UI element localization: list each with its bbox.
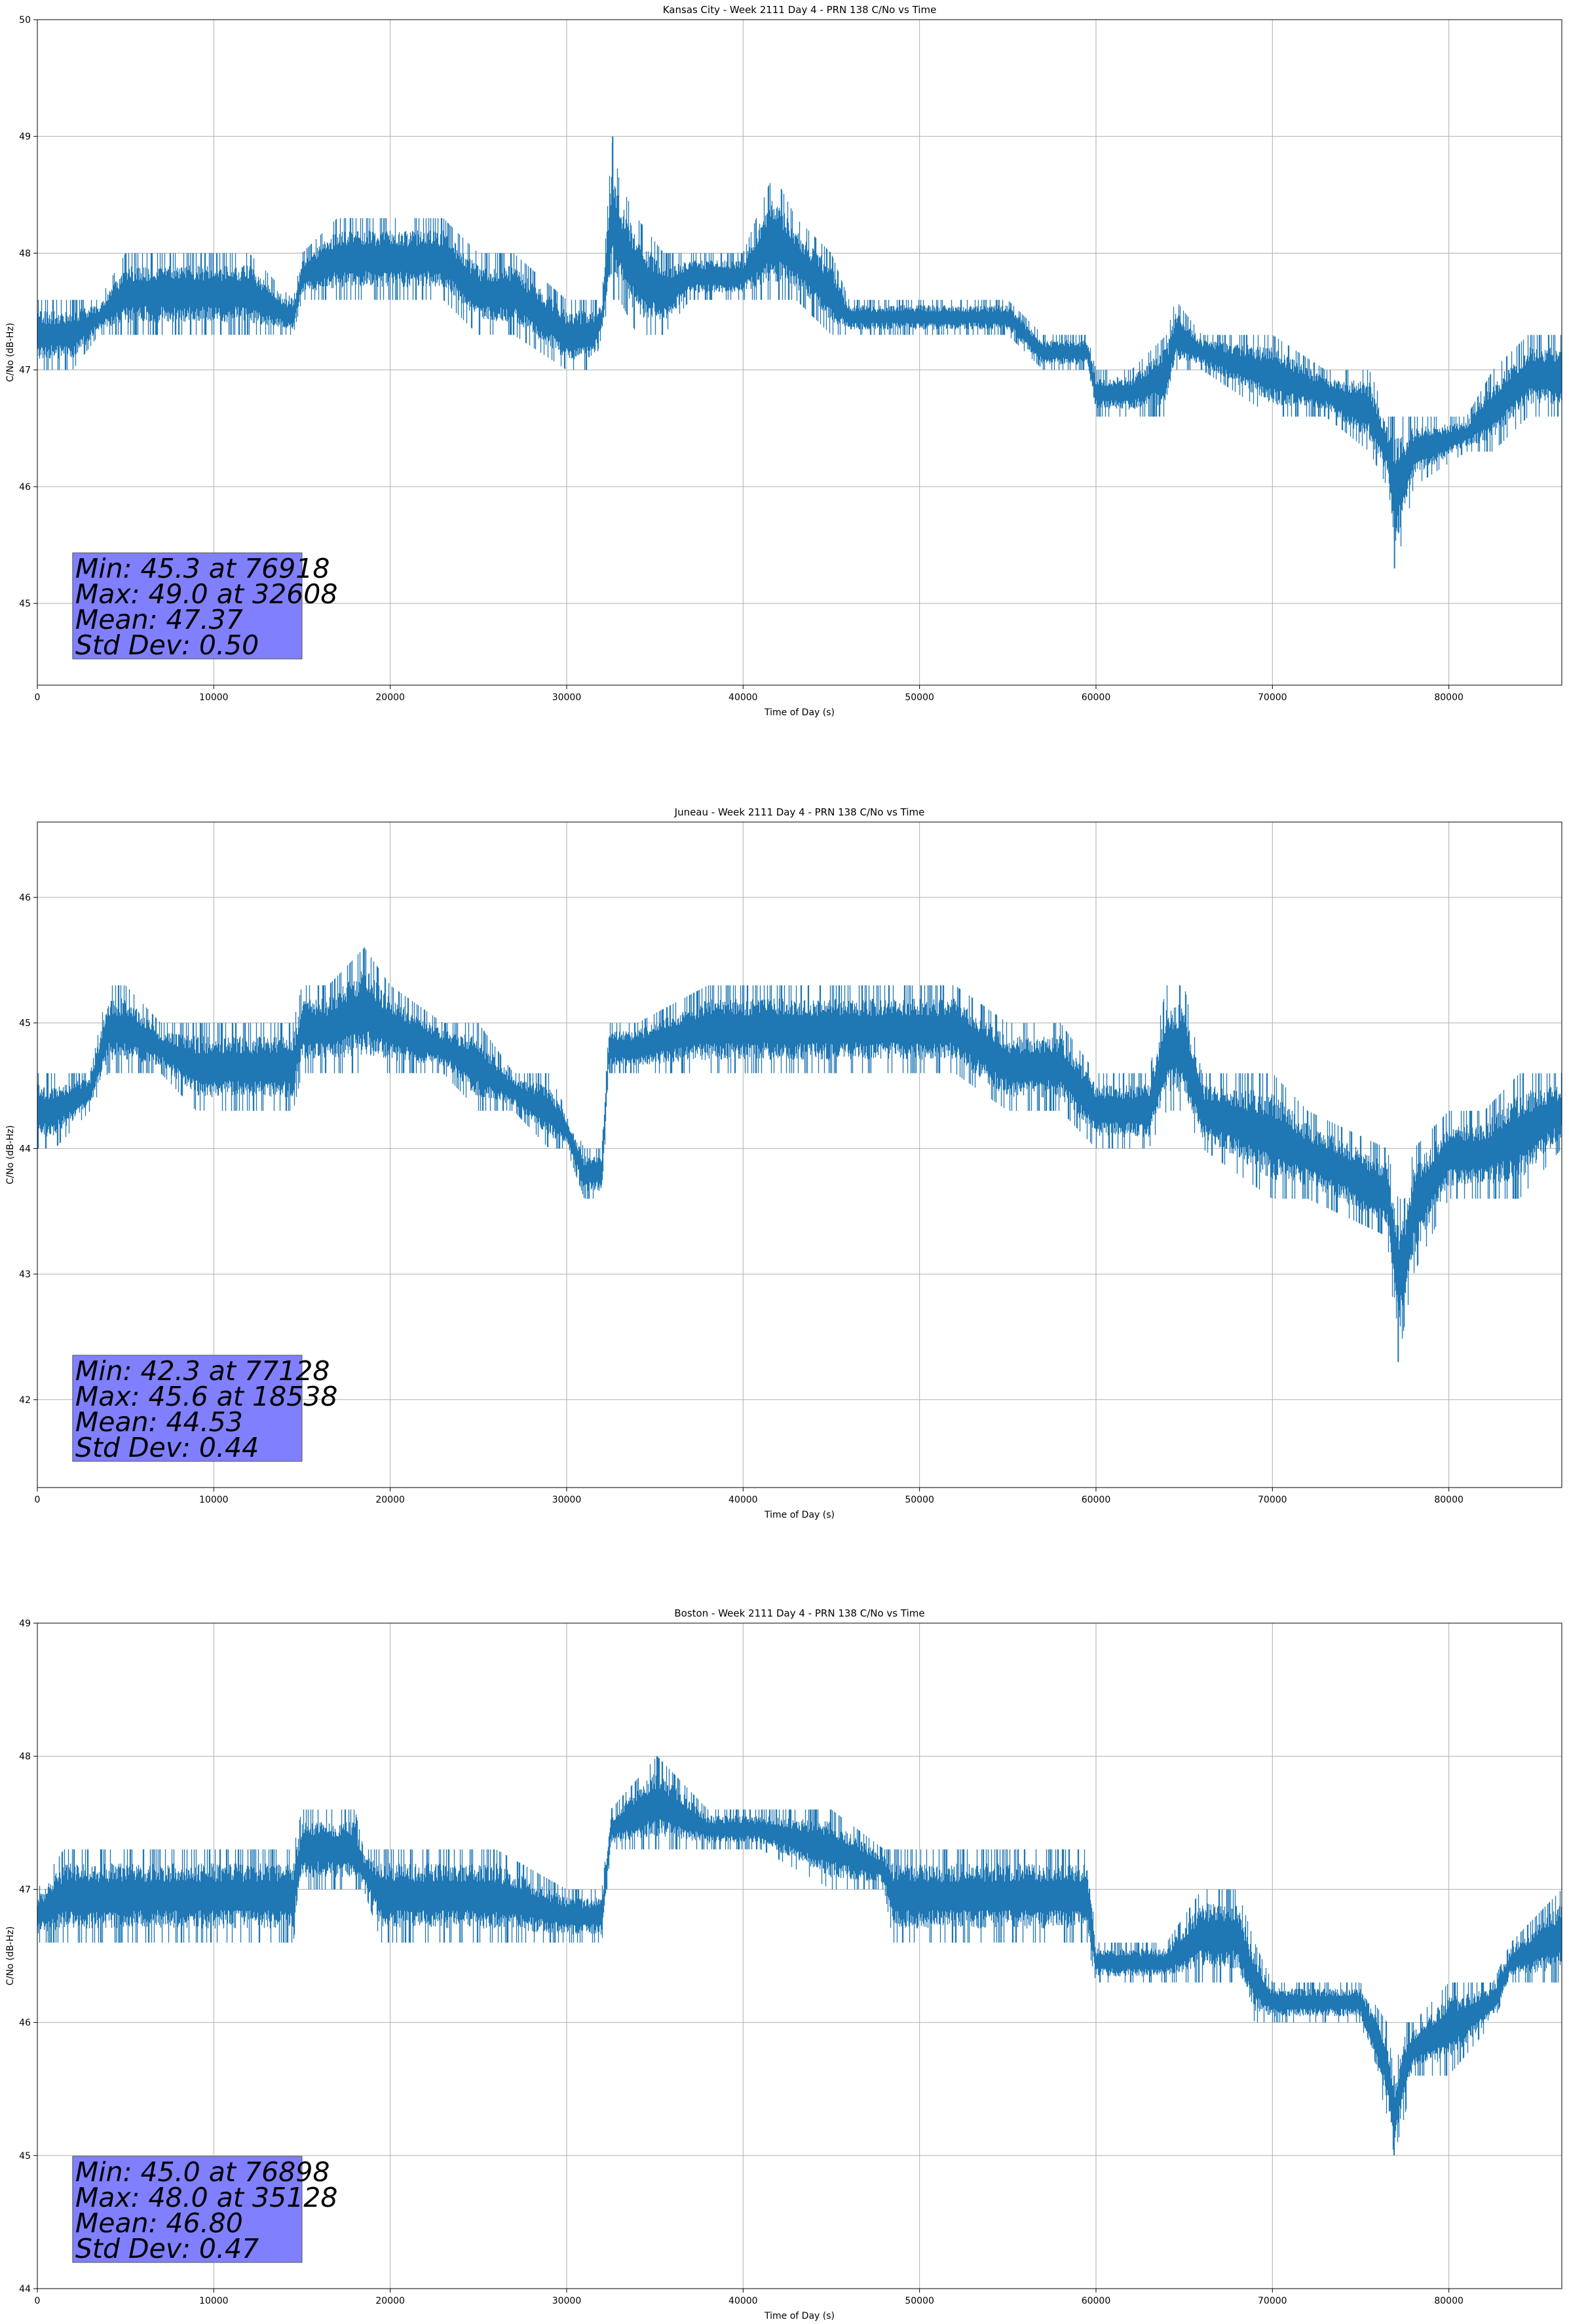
- stats-line: Std Dev: 0.50: [75, 629, 259, 661]
- x-tick-label: 30000: [552, 2296, 582, 2306]
- x-tick-label: 50000: [905, 1495, 934, 1505]
- axes-frame: [37, 1622, 1562, 2289]
- x-tick-label: 30000: [552, 692, 582, 703]
- x-tick-label: 0: [35, 2296, 41, 2306]
- x-tick-label: 80000: [1434, 1495, 1464, 1505]
- x-tick-label: 40000: [728, 1495, 758, 1505]
- y-tick-label: 42: [19, 1395, 31, 1406]
- x-tick-label: 40000: [728, 692, 758, 703]
- y-tick-label: 49: [19, 132, 31, 142]
- x-tick-label: 10000: [199, 692, 229, 703]
- cno-series-line: [37, 138, 1562, 547]
- x-tick-label: 10000: [199, 2296, 229, 2306]
- x-tick-label: 70000: [1258, 692, 1287, 703]
- x-tick-label: 70000: [1258, 1495, 1287, 1505]
- x-tick-label: 50000: [905, 2296, 934, 2306]
- y-tick-label: 46: [19, 482, 31, 493]
- stats-line: Min: 45.3 at 76918: [75, 553, 330, 584]
- stats-line: Max: 45.6 at 18538: [75, 1381, 338, 1412]
- stats-box: [72, 1355, 303, 1462]
- y-tick-label: 45: [19, 1019, 31, 1029]
- stats-line: Min: 42.3 at 77128: [75, 1355, 330, 1387]
- y-tick-label: 47: [19, 1884, 31, 1895]
- y-tick-label: 43: [19, 1269, 31, 1280]
- stats-line: Mean: 46.80: [75, 2207, 243, 2239]
- y-tick-label: 45: [19, 599, 31, 609]
- stats-line: Max: 48.0 at 35128: [75, 2182, 338, 2213]
- subplot-0: 0 10000 20000 30000 40000 50000 60000 70000 8000…: [5, 4, 1562, 718]
- x-tick-label: 20000: [375, 692, 405, 703]
- x-tick-label: 60000: [1082, 2296, 1111, 2306]
- x-tick-label: 80000: [1434, 2296, 1464, 2306]
- stats-line: Min: 45.0 at 76898: [75, 2156, 330, 2188]
- y-tick-label: 46: [19, 2018, 31, 2029]
- y-tick-label: 48: [19, 1752, 31, 1762]
- x-tick-label: 60000: [1082, 692, 1111, 703]
- y-tick-label: 50: [19, 15, 31, 26]
- x-tick-label: 0: [35, 692, 41, 703]
- subplot-1: 0 10000 20000 30000 40000 50000 60000 70000 8000…: [5, 806, 1562, 1520]
- y-tick-label: 45: [19, 2151, 31, 2162]
- chart-title: Boston - Week 2111 Day 4 - PRN 138 C/No …: [674, 1607, 924, 1619]
- y-tick-label: 47: [19, 365, 31, 376]
- stats-line: Mean: 47.37: [75, 604, 243, 635]
- chart-title: Juneau - Week 2111 Day 4 - PRN 138 C/No …: [674, 806, 925, 818]
- y-tick-label: 46: [19, 893, 31, 903]
- y-tick-label: 44: [19, 1144, 31, 1154]
- stats-box: [72, 552, 303, 660]
- stats-line: Max: 49.0 at 32608: [75, 578, 338, 610]
- x-tick-label: 60000: [1082, 1495, 1111, 1505]
- x-tick-label: 50000: [905, 692, 934, 703]
- y-tick-label: 48: [19, 248, 31, 259]
- x-tick-label: 0: [35, 1495, 41, 1505]
- chart-title: Kansas City - Week 2111 Day 4 - PRN 138 …: [663, 4, 937, 16]
- subplot-2: 0 10000 20000 30000 40000 50000 60000 70000 8000…: [5, 1607, 1562, 2321]
- y-axis-label: C/No (dB-Hz): [5, 323, 16, 382]
- stats-line: Std Dev: 0.47: [75, 2233, 259, 2264]
- y-axis-label: C/No (dB-Hz): [5, 1125, 16, 1184]
- stats-box: [72, 2156, 303, 2263]
- x-tick-label: 80000: [1434, 692, 1464, 703]
- stats-line: Std Dev: 0.44: [75, 1432, 259, 1463]
- x-tick-label: 30000: [552, 1495, 582, 1505]
- x-tick-label: 40000: [728, 2296, 758, 2306]
- y-tick-label: 49: [19, 1619, 31, 1629]
- x-axis-label: Time of Day (s): [764, 707, 835, 718]
- y-tick-label: 44: [19, 2284, 31, 2295]
- x-axis-label: Time of Day (s): [764, 2311, 835, 2321]
- axes-frame: [37, 19, 1562, 686]
- x-tick-label: 20000: [375, 1495, 405, 1505]
- stats-line: Mean: 44.53: [75, 1406, 243, 1438]
- x-tick-label: 70000: [1258, 2296, 1287, 2306]
- x-tick-label: 20000: [375, 2296, 405, 2306]
- x-tick-label: 10000: [199, 1495, 229, 1505]
- axes-frame: [37, 821, 1562, 1488]
- cno-series-line: [37, 948, 1562, 1361]
- y-axis-label: C/No (dB-Hz): [5, 1926, 16, 1985]
- x-axis-label: Time of Day (s): [764, 1510, 835, 1520]
- cno-series-line: [37, 1756, 1562, 2150]
